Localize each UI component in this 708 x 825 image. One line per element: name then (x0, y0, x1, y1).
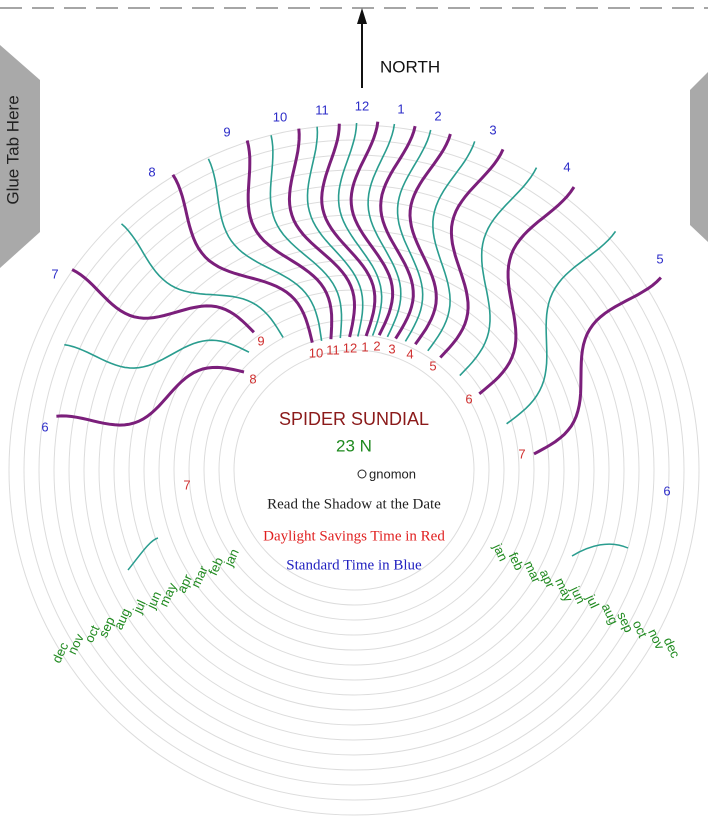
half-hour-curve (207, 158, 323, 342)
half-hour-curve (396, 129, 432, 342)
half-hour-curve (427, 141, 476, 352)
half-hour-curve (367, 123, 402, 338)
hour-curve (408, 133, 452, 346)
standard-hour: 8 (148, 164, 155, 179)
ring (113, 229, 595, 711)
daylight-hour: 5 (429, 358, 436, 373)
half-hour-curve (269, 135, 343, 339)
north-label: NORTH (380, 57, 440, 76)
glue-tab-right (690, 72, 708, 242)
ring (173, 289, 535, 651)
hour-curve (287, 128, 357, 338)
daylight-hour: 3 (388, 341, 395, 356)
analemma-stub (571, 543, 629, 557)
daylight-hour: 9 (257, 333, 264, 348)
hour-curve (349, 121, 395, 336)
instruction: Read the Shadow at the Date (267, 496, 441, 512)
ring (38, 154, 670, 786)
standard-hour: 6 (41, 419, 48, 434)
hour-curve (71, 268, 255, 334)
analemma-stub (127, 537, 159, 571)
month-right: dec (661, 635, 684, 661)
hour-curve (439, 148, 505, 359)
hour-curve (171, 173, 314, 343)
standard-hour: 2 (434, 108, 441, 123)
month-left: jul (129, 597, 149, 616)
hour-curves (56, 121, 662, 571)
half-hour-curve (459, 167, 538, 377)
daylight-hour: 11 (326, 342, 340, 357)
ring (143, 259, 565, 681)
glue-tab-label: Glue Tab Here (3, 95, 22, 204)
half-hour-curve (64, 339, 250, 369)
month-right: oct (630, 618, 651, 640)
ring (8, 124, 700, 816)
month-right: jan (490, 540, 511, 563)
hour-curve (320, 123, 377, 337)
month-left: jun (143, 589, 164, 612)
month-left: feb (205, 555, 226, 578)
month-right: feb (506, 550, 527, 573)
standard-hour: 11 (315, 102, 329, 117)
ring (83, 199, 625, 741)
instruction: Standard Time in Blue (286, 557, 422, 573)
ring (203, 319, 505, 621)
hour-curve (56, 365, 245, 427)
hour-curve (478, 186, 576, 395)
daylight-hour: 7 (183, 477, 190, 492)
month-right: jun (567, 583, 588, 606)
standard-hour: 4 (563, 159, 570, 174)
daylight-hour: 4 (406, 346, 413, 361)
title: SPIDER SUNDIAL (279, 409, 429, 429)
month-right: apr (537, 567, 559, 591)
instruction: Daylight Savings Time in Red (263, 528, 445, 544)
hour-curve (533, 276, 662, 456)
ring (128, 244, 580, 696)
standard-hour: 12 (355, 98, 369, 113)
glue-tab-left (0, 45, 40, 268)
standard-hour: 6 (663, 483, 670, 498)
half-hour-curve (506, 230, 617, 425)
standard-hour: 5 (656, 251, 663, 266)
half-hour-curve (120, 223, 284, 338)
daylight-hour: 6 (465, 391, 472, 406)
hour-curve (245, 140, 334, 340)
month-left: jan (220, 546, 241, 569)
ring (218, 334, 490, 606)
hour-curve (379, 125, 417, 340)
rings (8, 124, 700, 816)
ring (53, 169, 655, 771)
standard-hour: 9 (223, 124, 230, 139)
gnomon-label: gnomon (369, 466, 416, 481)
month-left: oct (81, 623, 102, 645)
gnomon-mark (357, 469, 367, 479)
standard-hour: 1 (397, 101, 404, 116)
standard-hour: 3 (489, 122, 496, 137)
daylight-hour: 7 (518, 446, 525, 461)
month-left: apr (174, 571, 196, 595)
daylight-hour: 12 (343, 340, 357, 355)
ring (158, 274, 550, 666)
daylight-hour: 1 (361, 339, 368, 354)
daylight-hour: 8 (249, 371, 256, 386)
month-right: jul (583, 591, 603, 610)
latitude: 23 N (336, 436, 372, 455)
half-hour-curve (337, 122, 383, 336)
daylight-hour: 10 (309, 345, 323, 360)
arrow-head (357, 8, 367, 24)
half-hour-curve (306, 126, 364, 337)
ring (233, 349, 475, 591)
standard-hour: 7 (51, 266, 58, 281)
daylight-hour: 2 (373, 338, 380, 353)
standard-hour: 10 (273, 109, 287, 124)
